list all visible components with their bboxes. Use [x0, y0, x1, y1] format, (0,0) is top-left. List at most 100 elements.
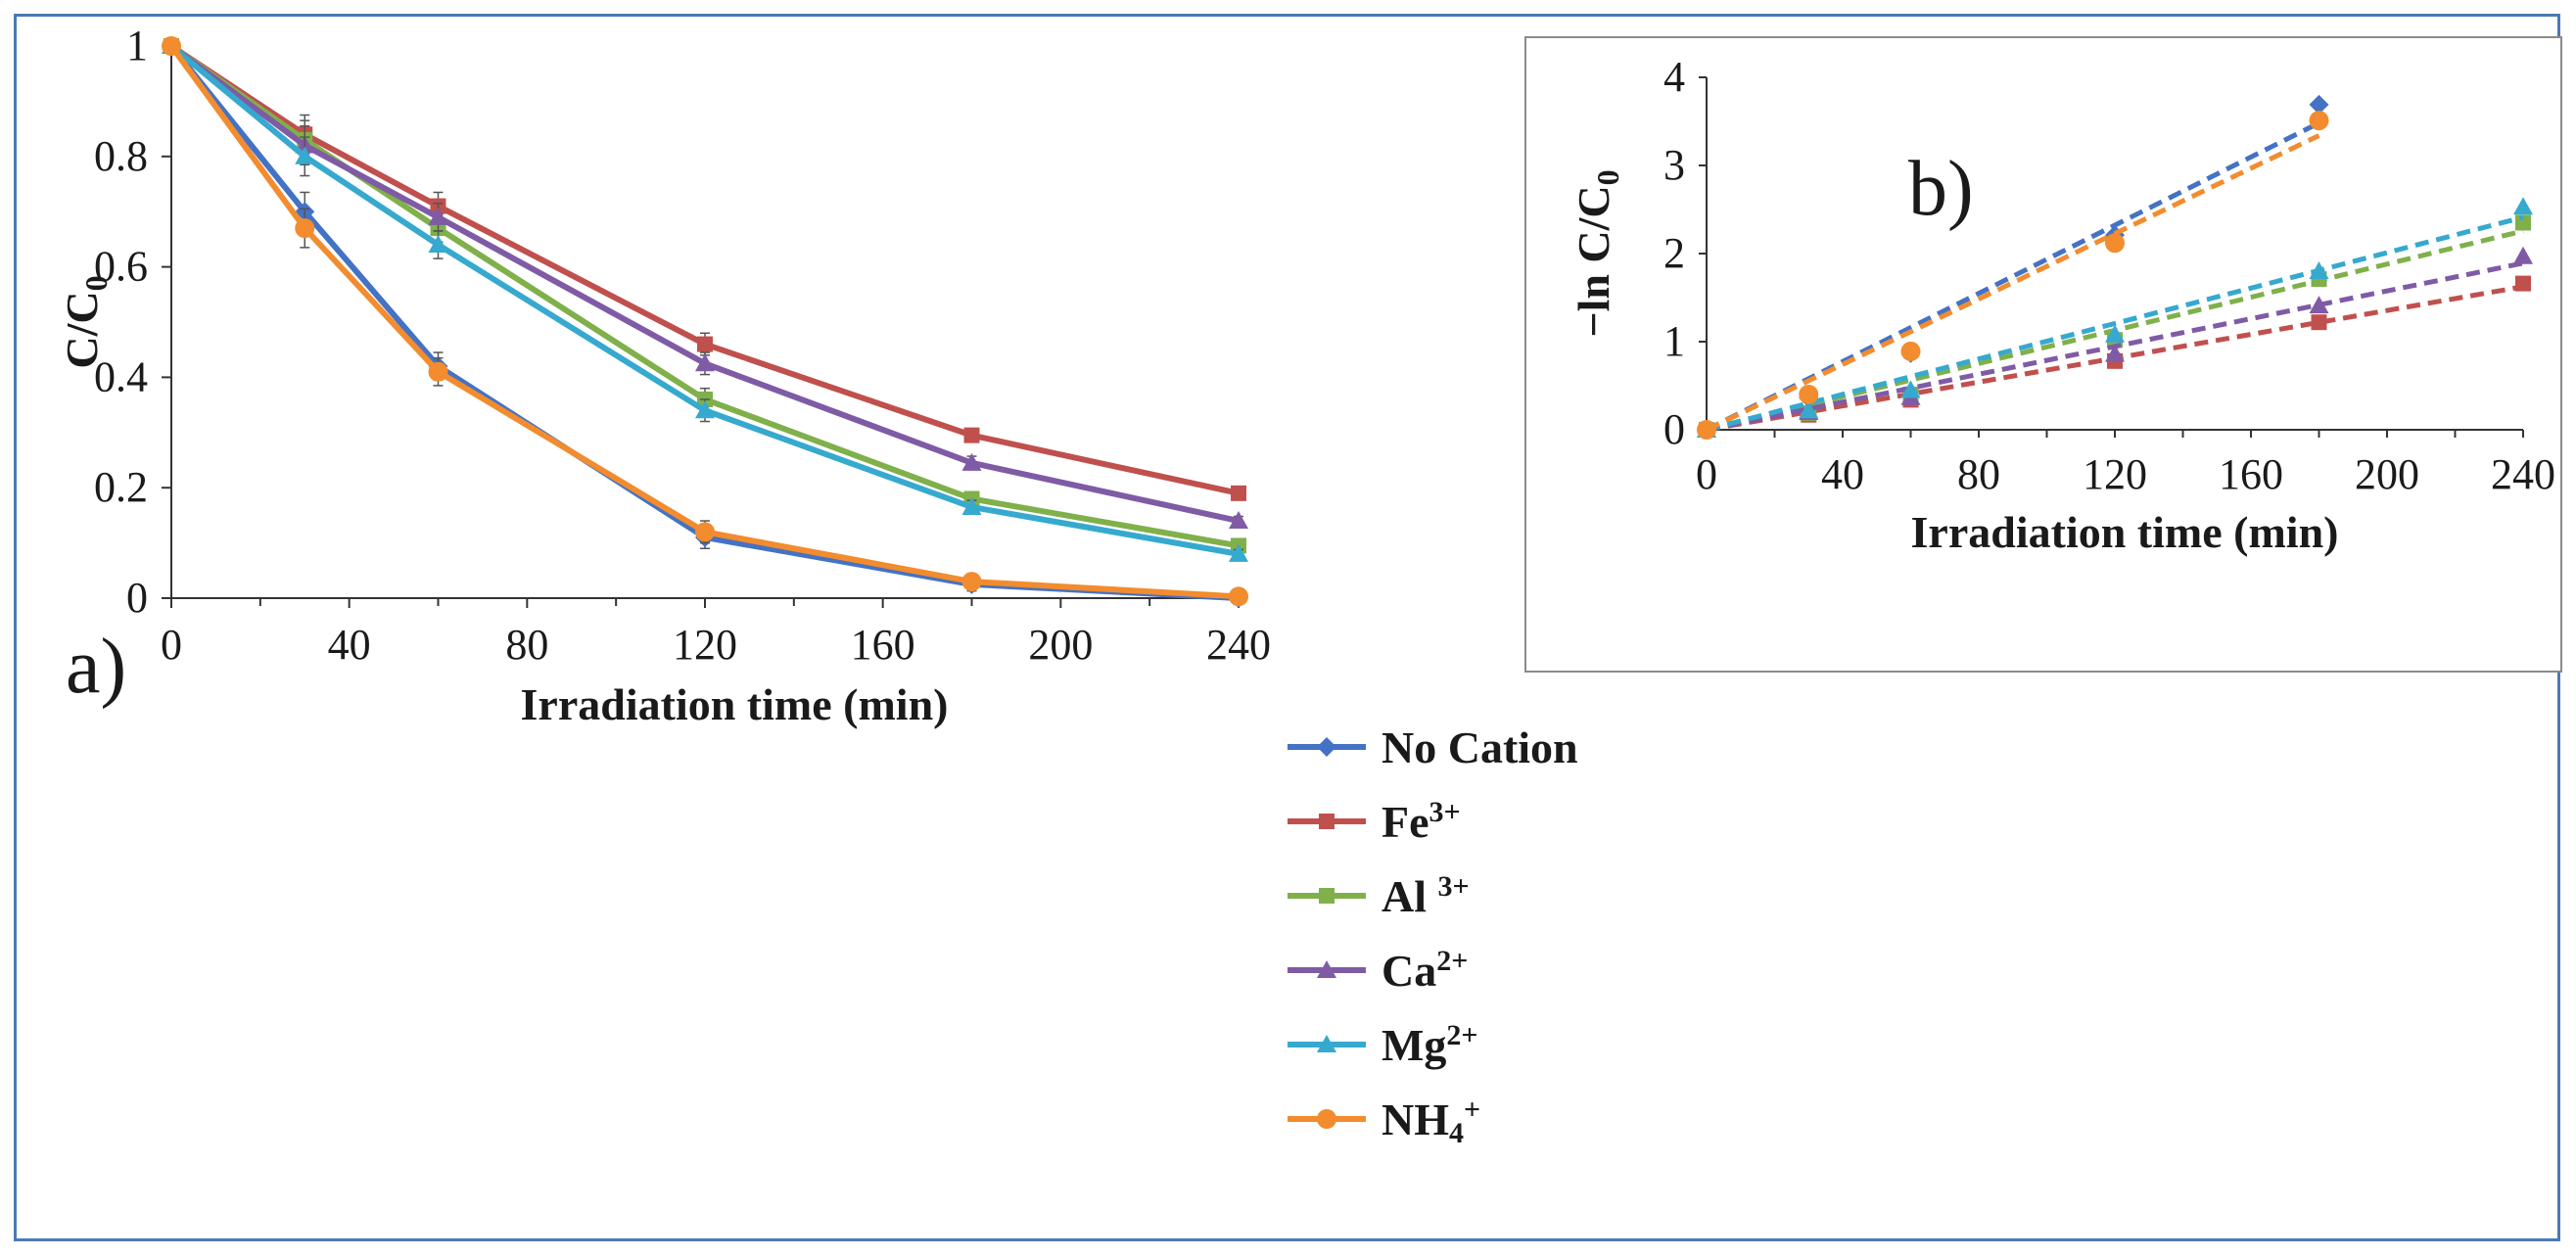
figure-frame: 0 0.2 0.4 0.6 0.8 1 0 40 80 120 160 200 240 Irradiati…: [14, 14, 2562, 1241]
legend-label-superscript: +: [1464, 1094, 1480, 1126]
data-point: [695, 522, 715, 542]
inset-data-point: [2309, 296, 2329, 314]
data-point: [428, 235, 448, 254]
data-point: [428, 361, 448, 382]
series-al3plus: [164, 38, 1246, 554]
data-point: [295, 218, 315, 239]
inset-y-axis-title: −ln C/C0: [1569, 169, 1625, 337]
inset-panel: 0 1 2 3 4 0 40 80 120 160 200 240 Irradiation time (…: [1524, 36, 2562, 673]
data-point: [162, 36, 181, 56]
inset-data-point: [1697, 420, 1716, 440]
series-line: [168, 44, 1240, 600]
inset-data-point: [2105, 233, 2125, 254]
legend-label: Mg2+: [1382, 1019, 1478, 1070]
legend-item: Mg2+: [1288, 1019, 1478, 1070]
data-point: [961, 452, 982, 471]
legend-label-superscript: 3+: [1438, 870, 1470, 903]
series-line: [169, 43, 1240, 496]
series-line: [169, 43, 1240, 549]
y-tick-label: 0.2: [94, 463, 148, 511]
inset-data-point: [1900, 341, 1921, 361]
series-nh4plus: [162, 36, 1248, 607]
inset-y-axis-title-group: −ln C/C0: [1569, 169, 1625, 337]
inset-y-tick-label: 0: [1663, 405, 1685, 453]
inset-y-tick-label: 1: [1663, 317, 1685, 365]
legend-label: Al 3+: [1382, 870, 1470, 921]
legend-item: No Cation: [1288, 722, 1578, 772]
legend-item: Al 3+: [1288, 870, 1470, 921]
series-mg2plus: [162, 36, 1248, 562]
x-tick-label: 200: [1028, 621, 1093, 669]
x-tick-label: 40: [328, 621, 371, 669]
y-tick-label: 0.6: [94, 243, 148, 291]
legend-swatch-marker: [1319, 814, 1335, 829]
inset-data-point: [2513, 197, 2533, 215]
y-axis-title-group: C/C0: [57, 275, 114, 368]
legend: No Cation Fe3+ Al 3+ Ca2+ Mg2+ NH4+: [1288, 722, 1578, 1149]
data-point: [428, 207, 448, 225]
legend-swatch-marker: [1319, 888, 1335, 904]
x-axis-title: Irradiation time (min): [521, 679, 949, 729]
legend-label-superscript: 2+: [1436, 945, 1468, 977]
inset-data-point: [2309, 111, 2329, 131]
legend-item: Fe3+: [1288, 796, 1461, 847]
y-tick-label: 0.4: [94, 352, 148, 400]
x-tick-label: 160: [851, 621, 915, 669]
y-tick-label: 0: [126, 574, 148, 622]
inset-data-point: [2309, 94, 2329, 115]
main-chart: 00.20.40.60.810 40 80 120 160 200 240Irradiati…: [57, 22, 1578, 1149]
y-tick-label: 0.8: [94, 132, 148, 180]
inset-y-tick-label: 3: [1663, 141, 1685, 189]
legend-swatch-marker: [1317, 1109, 1336, 1129]
inset-x-tick-label: 0: [1696, 450, 1717, 498]
series-ca2plus: [162, 36, 1248, 530]
x-tick-label: 80: [505, 621, 548, 669]
y-axis-title-subscript: 0: [78, 275, 114, 291]
inset-x-tick-label: 200: [2355, 450, 2419, 498]
x-tick-label: 120: [673, 621, 737, 669]
inset-x-tick-label: 120: [2083, 450, 2147, 498]
legend-label: No Cation: [1382, 722, 1578, 772]
inset-y-tick-label: 2: [1663, 229, 1685, 277]
inset-data-point: [1900, 380, 1921, 398]
data-point: [1231, 485, 1246, 501]
data-point: [961, 496, 982, 515]
inset-y-axis-title-subscript: 0: [1590, 169, 1625, 185]
legend-item: Ca2+: [1288, 945, 1468, 996]
inset-x-axis-title: Irradiation time (min): [1911, 507, 2339, 557]
legend-label-subscript: 4: [1449, 1117, 1464, 1149]
legend-swatch-marker: [1317, 737, 1336, 757]
legend-swatch-marker: [1317, 1035, 1336, 1052]
inset-data-point: [2515, 275, 2531, 292]
inset-x-tick-label: 80: [1957, 450, 2000, 498]
inset-data-point: [2105, 344, 2125, 362]
inset-data-point: [2105, 324, 2125, 343]
legend-label: NH4+: [1382, 1094, 1480, 1149]
legend-label-superscript: 3+: [1429, 796, 1461, 828]
series-fe3plus: [164, 38, 1246, 501]
legend-swatch-marker: [1317, 960, 1336, 978]
inset-series-nh4plus: [1697, 111, 2329, 440]
inset-data-point: [2309, 261, 2329, 279]
data-point: [697, 336, 713, 352]
series-line: [169, 43, 1240, 557]
inset-data-point: [1799, 385, 1819, 404]
data-point: [295, 146, 315, 164]
inset-y-tick-label: 4: [1663, 53, 1685, 101]
data-point: [961, 572, 982, 592]
inset-x-tick-label: 160: [2219, 450, 2283, 498]
panel-label-a: a): [66, 624, 126, 710]
inset-data-point: [1799, 400, 1819, 419]
legend-label-superscript: 2+: [1446, 1019, 1477, 1051]
x-tick-label: 0: [161, 621, 182, 669]
inset-x-tick-label: 240: [2491, 450, 2555, 498]
series-line: [169, 43, 1240, 524]
data-point: [695, 353, 715, 372]
trendline: [1705, 133, 2320, 433]
trendline: [1705, 120, 2320, 433]
data-point: [695, 400, 715, 419]
y-axis-title: C/C0: [57, 275, 114, 368]
legend-item: NH4+: [1288, 1094, 1480, 1149]
y-tick-label: 1: [126, 22, 148, 70]
